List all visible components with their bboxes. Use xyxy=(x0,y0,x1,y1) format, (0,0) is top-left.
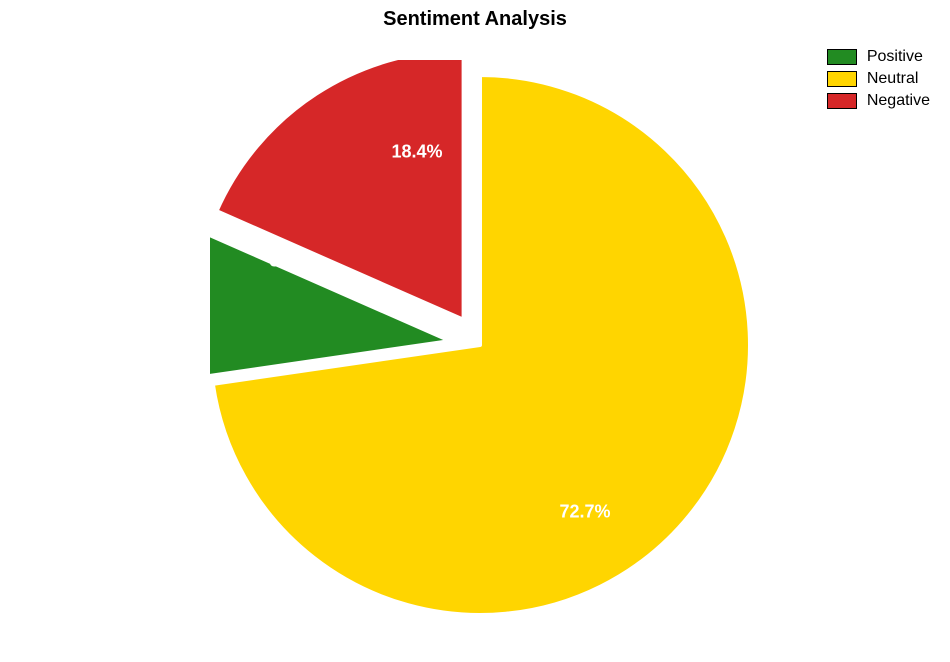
legend-item-neutral: Neutral xyxy=(827,70,930,88)
legend-swatch-positive xyxy=(827,49,857,65)
legend-item-negative: Negative xyxy=(827,92,930,110)
legend: Positive Neutral Negative xyxy=(827,48,930,114)
pie-chart: 72.7% 8.9% 18.4% xyxy=(210,60,750,630)
legend-item-positive: Positive xyxy=(827,48,930,66)
slice-label-neutral: 72.7% xyxy=(559,502,610,523)
legend-label-neutral: Neutral xyxy=(867,70,919,88)
legend-label-positive: Positive xyxy=(867,48,923,66)
slice-label-negative: 18.4% xyxy=(391,142,442,163)
slice-label-positive: 8.9% xyxy=(269,251,310,272)
chart-title: Sentiment Analysis xyxy=(383,8,567,31)
legend-label-negative: Negative xyxy=(867,92,930,110)
legend-swatch-negative xyxy=(827,93,857,109)
legend-swatch-neutral xyxy=(827,71,857,87)
